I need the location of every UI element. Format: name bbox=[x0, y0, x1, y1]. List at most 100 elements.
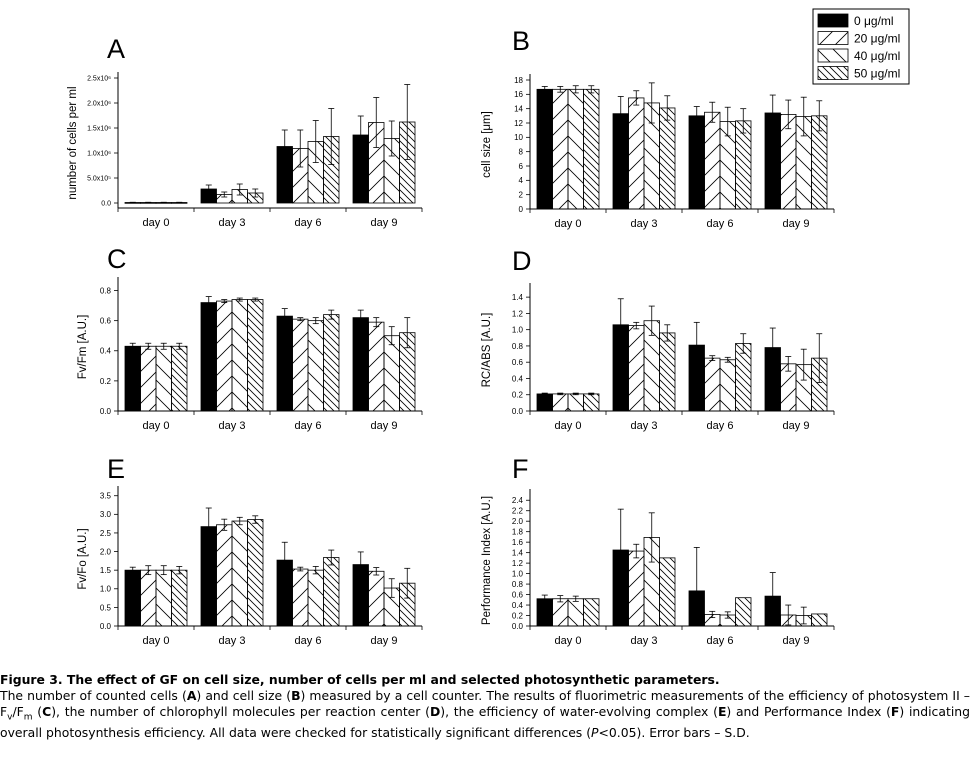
caption-segment: A bbox=[186, 688, 197, 703]
panel-C: C 0.0 0.2 0.4 0.6 0.8 day 0 day 3 day 6 day 9 Fv/F… bbox=[77, 244, 423, 432]
y-tick-label: 1.5 bbox=[100, 566, 112, 575]
y-axis-label: Fv/Fo [A.U.] bbox=[77, 528, 89, 589]
y-tick-label: 2.2 bbox=[512, 507, 524, 516]
bar bbox=[567, 598, 584, 627]
y-tick-label: 1.0x10⁶ bbox=[87, 151, 111, 158]
y-tick-label: 0.0 bbox=[512, 407, 524, 416]
x-tick-label: day 0 bbox=[143, 635, 170, 647]
y-tick-label: 0.4 bbox=[100, 347, 112, 356]
y-tick-label: 0 bbox=[519, 205, 524, 214]
figure-caption: Figure 3. The effect of GF on cell size,… bbox=[0, 672, 970, 741]
legend-label: 40 μg/ml bbox=[854, 49, 900, 63]
y-tick-label: 2.0x10⁶ bbox=[87, 101, 111, 108]
bar bbox=[552, 598, 569, 627]
y-tick-label: 12 bbox=[514, 119, 523, 128]
bar bbox=[628, 97, 645, 210]
bar bbox=[292, 318, 309, 412]
panel-letter: D bbox=[512, 246, 532, 276]
figure-svg: A 0.0 5.0x10⁵ 1.0x10⁶ 1.5x10⁶ 2.0x10⁶ 2.5x10⁶ d… bbox=[67, 8, 910, 647]
x-tick-label: day 3 bbox=[219, 420, 246, 432]
caption-segment: D bbox=[429, 704, 441, 719]
bar bbox=[688, 115, 705, 210]
caption-segment: B bbox=[291, 688, 301, 703]
legend-swatch bbox=[817, 13, 849, 28]
x-tick-label: day 0 bbox=[555, 420, 582, 432]
bar bbox=[583, 598, 600, 627]
y-axis-label: number of cells per ml bbox=[67, 86, 79, 199]
bar bbox=[231, 299, 248, 412]
x-tick-label: day 9 bbox=[371, 635, 398, 647]
x-tick-label: day 9 bbox=[783, 420, 810, 432]
y-tick-label: 0.4 bbox=[512, 601, 524, 610]
panel-letter: F bbox=[512, 454, 529, 484]
x-tick-label: day 0 bbox=[555, 635, 582, 647]
bar bbox=[307, 320, 324, 412]
legend-label: 50 μg/ml bbox=[854, 67, 900, 81]
bar bbox=[171, 569, 188, 627]
caption-segment: C bbox=[42, 704, 52, 719]
caption-segment: The number of counted cells ( bbox=[0, 688, 187, 703]
y-tick-label: 0.6 bbox=[512, 358, 524, 367]
y-tick-label: 3.5 bbox=[100, 492, 112, 501]
legend: 0 μg/ml 20 μg/ml 40 μg/ml 50 μg/ml bbox=[812, 8, 910, 85]
bar bbox=[231, 520, 248, 627]
bar bbox=[140, 345, 157, 412]
bar bbox=[536, 393, 553, 412]
panel-A: A 0.0 5.0x10⁵ 1.0x10⁶ 1.5x10⁶ 2.0x10⁶ 2.5x10⁶ d… bbox=[67, 34, 423, 229]
y-tick-label: 0.0 bbox=[101, 201, 111, 208]
panels: A 0.0 5.0x10⁵ 1.0x10⁶ 1.5x10⁶ 2.0x10⁶ 2.5x10⁶ d… bbox=[67, 26, 835, 647]
bar bbox=[659, 557, 676, 627]
y-tick-label: 1.4 bbox=[512, 549, 524, 558]
y-tick-label: 16 bbox=[514, 90, 523, 99]
bar bbox=[155, 569, 172, 627]
y-tick-label: 1.8 bbox=[512, 528, 524, 537]
bar bbox=[811, 613, 828, 627]
caption-segment: <0.05). Error bars – S.D. bbox=[598, 725, 750, 741]
y-tick-label: 1.0 bbox=[512, 326, 524, 335]
bar bbox=[216, 524, 233, 627]
bar bbox=[323, 557, 340, 627]
x-tick-label: day 3 bbox=[219, 635, 246, 647]
caption-segment: ) indicating overall photosynthesis effi… bbox=[0, 704, 970, 741]
y-tick-label: 3.0 bbox=[100, 510, 112, 519]
bar bbox=[536, 598, 553, 627]
bar bbox=[171, 345, 188, 412]
bar bbox=[552, 393, 569, 412]
bar bbox=[247, 299, 264, 412]
x-tick-label: day 6 bbox=[295, 635, 322, 647]
bar bbox=[735, 597, 752, 627]
bar bbox=[140, 569, 157, 627]
x-tick-label: day 9 bbox=[371, 217, 398, 229]
legend-label: 0 μg/ml bbox=[854, 14, 894, 28]
y-tick-label: 0.8 bbox=[512, 342, 524, 351]
y-tick-label: 10 bbox=[514, 133, 523, 142]
caption-segment: F bbox=[890, 704, 900, 719]
y-tick-label: 6 bbox=[519, 162, 524, 171]
y-tick-label: 5.0x10⁵ bbox=[87, 176, 111, 183]
bar bbox=[368, 321, 385, 412]
panel-D: D 0.0 0.2 0.4 0.6 0.8 1.0 1.2 1.4 day 0 day 3 day 6… bbox=[481, 246, 835, 432]
x-tick-label: day 3 bbox=[631, 420, 658, 432]
y-tick-label: 2.5x10⁶ bbox=[87, 76, 111, 83]
caption-segment: ) and cell size ( bbox=[196, 688, 292, 703]
panel-letter: E bbox=[107, 454, 125, 484]
bar bbox=[735, 120, 752, 210]
bar bbox=[628, 325, 645, 412]
bar bbox=[323, 314, 340, 412]
bar bbox=[383, 335, 400, 412]
y-tick-label: 2.0 bbox=[512, 517, 524, 526]
y-axis-label: Fv/Fm [A.U.] bbox=[77, 315, 89, 380]
bar bbox=[124, 569, 141, 627]
panel-E: E 0.0 0.5 1.0 1.5 2.0 2.5 3.0 3.5 day 0 day 3 day 6… bbox=[77, 454, 423, 647]
y-tick-label: 1.4 bbox=[512, 293, 524, 302]
bar bbox=[536, 88, 553, 210]
y-tick-label: 18 bbox=[514, 76, 523, 85]
bar bbox=[659, 107, 676, 210]
x-tick-label: day 6 bbox=[707, 635, 734, 647]
panel-letter: A bbox=[107, 34, 125, 64]
caption-segment: ( bbox=[32, 704, 43, 719]
y-tick-label: 1.0 bbox=[100, 585, 112, 594]
caption-segment: ) measured by a cell counter. The result… bbox=[0, 688, 970, 719]
bar bbox=[216, 300, 233, 412]
y-tick-label: 0.0 bbox=[100, 622, 112, 631]
